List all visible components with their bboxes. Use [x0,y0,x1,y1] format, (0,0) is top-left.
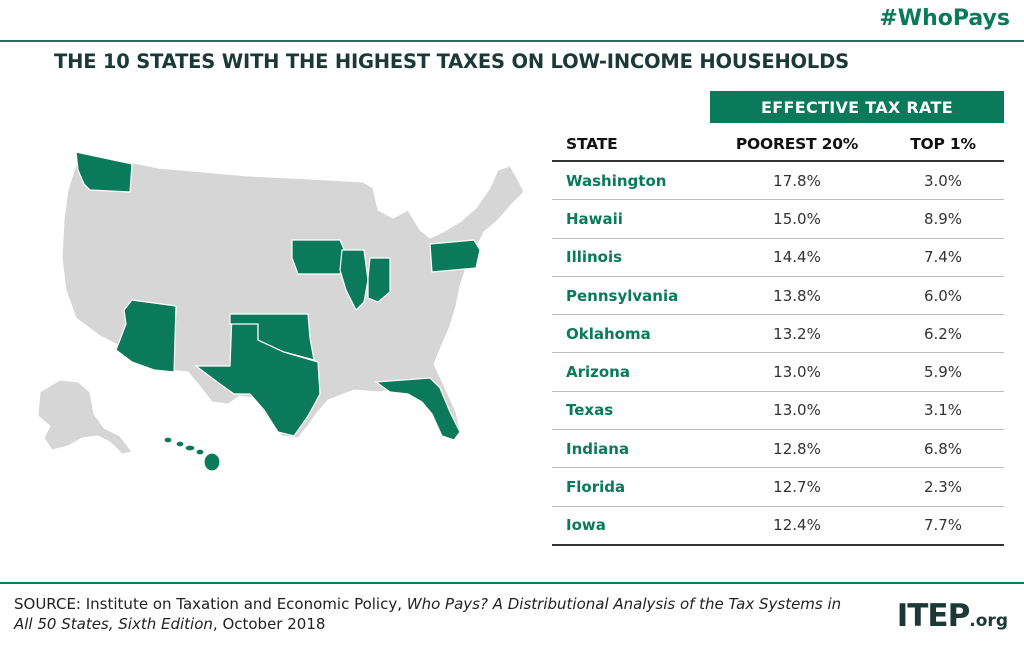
cell-top: 2.3% [923,478,963,497]
source-note: SOURCE: Institute on Taxation and Econom… [14,594,864,634]
table-row: Hawaii 15.0% 8.9% [552,200,1004,239]
cell-state: Illinois [566,248,623,267]
cell-poorest: 12.4% [773,516,821,535]
top-divider [0,40,1024,42]
table-row: Washington 17.8% 3.0% [552,162,1004,201]
cell-top: 6.2% [923,324,963,343]
itep-logo: ITEP.org [897,598,1008,634]
map-state-hawaii [163,436,221,472]
map-state-washington [75,151,133,193]
col-header-top: TOP 1% [910,134,976,153]
table-row: Texas 13.0% 3.1% [552,392,1004,431]
source-prefix: SOURCE: Institute on Taxation and Econom… [14,595,407,613]
table-row: Illinois 14.4% 7.4% [552,239,1004,277]
cell-poorest: 13.0% [773,363,821,382]
cell-top: 7.7% [923,516,963,535]
source-publication: Who Pays? A Distributional Analysis of t… [14,595,842,633]
us-map [37,151,525,472]
map-state-arizona [115,299,177,373]
cell-poorest: 15.0% [773,209,821,228]
map-state-oklahoma [229,313,315,361]
cell-state: Oklahoma [566,324,651,343]
cell-top: 6.8% [923,439,963,458]
table-row: Arizona 13.0% 5.9% [552,353,1004,392]
cell-poorest: 13.2% [773,324,821,343]
table-row: Iowa 12.4% 7.7% [552,507,1004,546]
map-state-pennsylvania [429,239,481,273]
col-header-poorest: POOREST 20% [735,134,859,153]
cell-state: Florida [566,478,626,497]
cell-top: 8.9% [923,209,963,228]
cell-state: Indiana [566,439,630,458]
cell-poorest: 12.8% [773,439,821,458]
cell-state: Washington [566,171,667,190]
map-state-florida [374,377,461,441]
map-state-indiana [367,257,391,303]
tax-rate-table: STATE POOREST 20% TOP 1% Washington 17.8%… [552,127,1004,546]
cell-top: 3.1% [923,401,963,420]
table-row: Oklahoma 13.2% 6.2% [552,315,1004,354]
cell-state: Arizona [566,363,630,382]
cell-poorest: 13.8% [773,286,821,305]
cell-poorest: 17.8% [773,171,821,190]
table-body: Washington 17.8% 3.0% Hawaii 15.0% 8.9% Illino… [552,162,1004,546]
logo-suffix: .org [969,611,1008,631]
logo-main: ITEP [896,598,971,634]
hashtag: #WhoPays [879,6,1010,31]
map-contiguous-us [61,151,525,441]
table-row: Indiana 12.8% 6.8% [552,430,1004,469]
cell-state: Pennsylvania [566,286,679,305]
cell-poorest: 14.4% [773,248,821,267]
cell-top: 7.4% [923,248,963,267]
cell-state: Iowa [566,516,606,535]
table-row: Florida 12.7% 2.3% [552,468,1004,507]
bottom-divider [0,582,1024,584]
map-state-illinois [339,249,369,312]
cell-poorest: 13.0% [773,401,821,420]
col-header-state: STATE [566,134,618,153]
cell-top: 6.0% [923,286,963,305]
map-alaska [37,379,133,455]
cell-top: 5.9% [923,363,963,382]
cell-state: Hawaii [566,209,623,228]
table-header-row: STATE POOREST 20% TOP 1% [552,127,1004,162]
source-suffix: , October 2018 [212,615,326,633]
effective-tax-rate-header: EFFECTIVE TAX RATE [710,91,1004,123]
cell-state: Texas [566,401,614,420]
map-state-iowa [291,239,347,275]
chart-title: THE 10 STATES WITH THE HIGHEST TAXES ON … [54,50,849,73]
cell-poorest: 12.7% [773,478,821,497]
table-row: Pennsylvania 13.8% 6.0% [552,277,1004,316]
cell-top: 3.0% [923,171,963,190]
